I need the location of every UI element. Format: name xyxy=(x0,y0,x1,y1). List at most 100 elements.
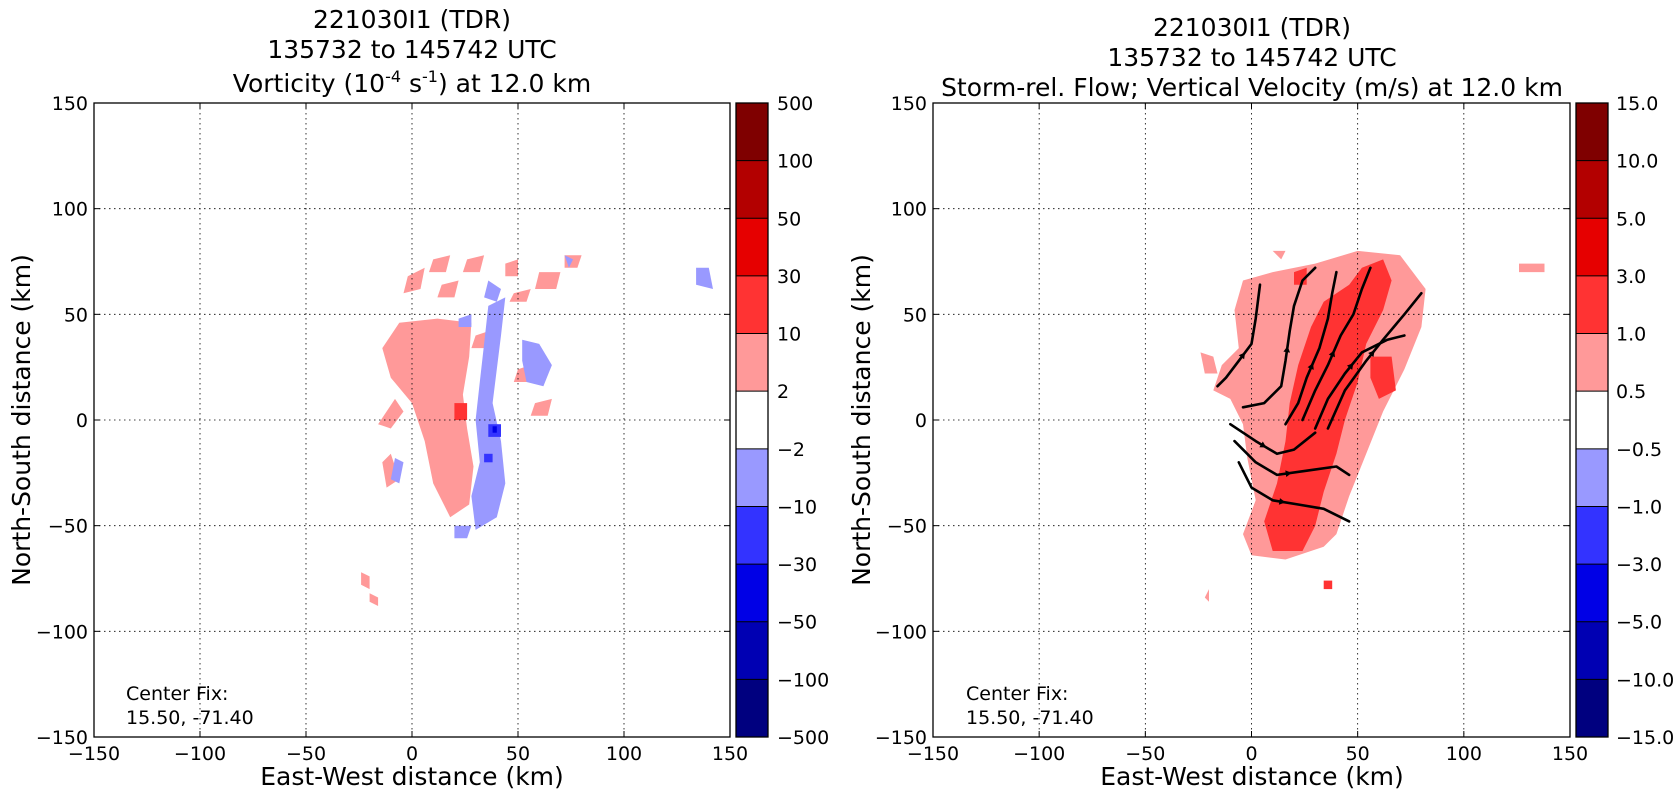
vorticity-xtick-label-6: 150 xyxy=(712,743,748,765)
streamline-3 xyxy=(1301,266,1372,422)
velocity-center-fix-value: 15.50, -71.40 xyxy=(966,707,1094,729)
velocity-xtick-label-6: 150 xyxy=(1552,743,1588,765)
velocity-colorbar-label-8: 3.0 xyxy=(1616,266,1646,288)
velocity-contour-region-2 xyxy=(1519,263,1545,273)
velocity-colorbar-swatch-9 xyxy=(1576,160,1608,219)
vorticity-title-line3: Vorticity (10-4 s-1) at 12.0 km xyxy=(233,67,591,98)
velocity-colorbar-label-4: −1.0 xyxy=(1616,496,1662,518)
streamline-arrow-0 xyxy=(1238,352,1246,360)
velocity-colorbar-label-9: 5.0 xyxy=(1616,208,1646,230)
vorticity-contour-region-6 xyxy=(505,259,518,277)
streamline-arrow-1 xyxy=(1283,346,1291,353)
velocity-colorbar: −15.0 −10.0 −5.0 −3.0 −1.0 −0.5 0.5 1.0 3.0 5.0 10… xyxy=(1575,93,1674,749)
velocity-colorbar-label-11: 15.0 xyxy=(1616,93,1658,115)
velocity-center-fix-label: Center Fix: xyxy=(966,683,1068,705)
vorticity-y-axis-label: North-South distance (km) xyxy=(7,254,36,586)
velocity-ticks: −150 −100 −50 0 50 100 150 −150 −100 −50 0 50 100 150 xyxy=(875,93,1588,765)
vorticity-colorbar-label-1: −100 xyxy=(777,669,829,691)
velocity-y-axis-label: North-South distance (km) xyxy=(847,254,876,586)
vorticity-colorbar-swatch-4 xyxy=(736,448,768,507)
velocity-contour-region-1 xyxy=(1200,352,1218,374)
velocity-title-line1: 221030I1 (TDR) xyxy=(1153,13,1351,42)
vorticity-contours xyxy=(361,255,713,606)
streamline-arrow-7 xyxy=(1285,470,1292,478)
streamline-7 xyxy=(1233,439,1351,477)
vorticity-colorbar-swatch-9 xyxy=(736,160,768,219)
vorticity-contour-region-21 xyxy=(390,458,404,484)
vorticity-contour-region-14 xyxy=(361,572,370,590)
streamline-arrow-4 xyxy=(1346,362,1354,370)
velocity-colorbar-label-6: 0.5 xyxy=(1616,381,1646,403)
streamline-5 xyxy=(1326,291,1423,430)
vorticity-contour-region-18 xyxy=(522,339,552,387)
vorticity-ytick-label-4: 50 xyxy=(64,304,88,326)
velocity-colorbar-swatch-5 xyxy=(1576,391,1608,449)
velocity-ytick-label-1: −100 xyxy=(875,621,927,643)
vorticity-contour-region-13 xyxy=(471,331,489,349)
vorticity-grid xyxy=(94,103,730,737)
vorticity-colorbar-swatch-10 xyxy=(736,103,768,161)
streamline-8 xyxy=(1237,461,1351,523)
vorticity-contour-region-4 xyxy=(429,255,451,273)
vorticity-ytick-label-1: −100 xyxy=(36,621,88,643)
vorticity-ytick-label-5: 100 xyxy=(52,199,88,221)
velocity-ytick-label-0: −150 xyxy=(875,727,927,749)
velocity-colorbar-label-3: −3.0 xyxy=(1616,554,1662,576)
vorticity-ytick-label-3: 0 xyxy=(76,410,88,432)
vorticity-center-fix-value: 15.50, -71.40 xyxy=(126,707,254,729)
velocity-ytick-label-5: 100 xyxy=(891,199,927,221)
velocity-title-line2: 135732 to 145742 UTC xyxy=(1107,43,1396,72)
vorticity-ticks: −150 −100 −50 0 50 100 150 −150 −100 −50 0 50 100 150 xyxy=(36,93,748,765)
velocity-colorbar-swatch-4 xyxy=(1576,448,1608,507)
velocity-xtick-label-3: 0 xyxy=(1245,743,1257,765)
vorticity-contour-region-10 xyxy=(509,289,531,302)
vorticity-colorbar-swatch-8 xyxy=(736,218,768,276)
vorticity-colorbar-swatch-5 xyxy=(736,391,768,449)
velocity-colorbar-label-0: −15.0 xyxy=(1616,727,1674,749)
vorticity-colorbar-label-7: 10 xyxy=(777,324,801,346)
velocity-colorbar-label-5: −0.5 xyxy=(1616,439,1662,461)
vorticity-contour-region-1 xyxy=(378,398,404,429)
velocity-contour-region-4 xyxy=(1272,250,1286,260)
velocity-colorbar-frame xyxy=(1575,102,1609,738)
streamline-arrow-2 xyxy=(1307,362,1314,370)
velocity-xtick-label-1: −100 xyxy=(1013,743,1065,765)
vorticity-contour-region-22 xyxy=(454,525,472,539)
vorticity-contour-region-5 xyxy=(462,255,485,273)
vorticity-panel: 221030I1 (TDR) 135732 to 145742 UTC Vort… xyxy=(7,5,829,791)
vorticity-colorbar-swatch-2 xyxy=(736,564,768,622)
vorticity-contour-region-20 xyxy=(458,314,472,327)
velocity-ytick-label-3: 0 xyxy=(915,410,927,432)
velocity-grid xyxy=(933,103,1570,737)
vorticity-ytick-label-0: −150 xyxy=(36,727,88,749)
vorticity-colorbar-label-6: 2 xyxy=(777,381,789,403)
vorticity-colorbar-label-0: −500 xyxy=(777,727,829,749)
velocity-contour-region-8 xyxy=(1323,580,1333,590)
vorticity-contour-region-15 xyxy=(369,593,379,606)
vorticity-contour-region-9 xyxy=(437,280,459,298)
vorticity-colorbar-label-4: −10 xyxy=(777,496,817,518)
vorticity-colorbar-label-11: 500 xyxy=(777,93,813,115)
velocity-colorbar-swatch-0 xyxy=(1576,679,1608,737)
vorticity-colorbar-swatch-3 xyxy=(736,506,768,565)
vorticity-xtick-label-1: −100 xyxy=(174,743,226,765)
velocity-colorbar-swatch-10 xyxy=(1576,103,1608,161)
vorticity-plot-area: −150 −100 −50 0 50 100 150 −150 −100 −50 0 50 100 150… xyxy=(36,93,748,765)
vorticity-contour-region-17 xyxy=(471,297,506,530)
vorticity-x-axis-label: East-West distance (km) xyxy=(260,762,564,791)
velocity-ytick-label-2: −50 xyxy=(887,516,927,538)
vorticity-contour-region-24 xyxy=(564,255,574,268)
velocity-colorbar-label-7: 1.0 xyxy=(1616,324,1646,346)
vorticity-colorbar-swatch-1 xyxy=(736,621,768,680)
velocity-contour-region-3 xyxy=(1204,589,1209,602)
streamline-arrow-5 xyxy=(1368,350,1375,358)
vorticity-title-line1: 221030I1 (TDR) xyxy=(313,5,511,34)
streamline-2 xyxy=(1284,270,1338,426)
streamline-arrow-8 xyxy=(1278,498,1286,505)
vorticity-colorbar-swatch-6 xyxy=(736,333,768,392)
vorticity-colorbar: −500 −100 −50 −30 −10 −2 2 10 30 50 100 500 xyxy=(735,93,829,749)
vorticity-center-fix-label: Center Fix: xyxy=(126,683,228,705)
velocity-contour-region-6 xyxy=(1370,356,1396,399)
vorticity-contour-region-26 xyxy=(484,453,493,463)
vorticity-colorbar-frame xyxy=(735,102,769,738)
